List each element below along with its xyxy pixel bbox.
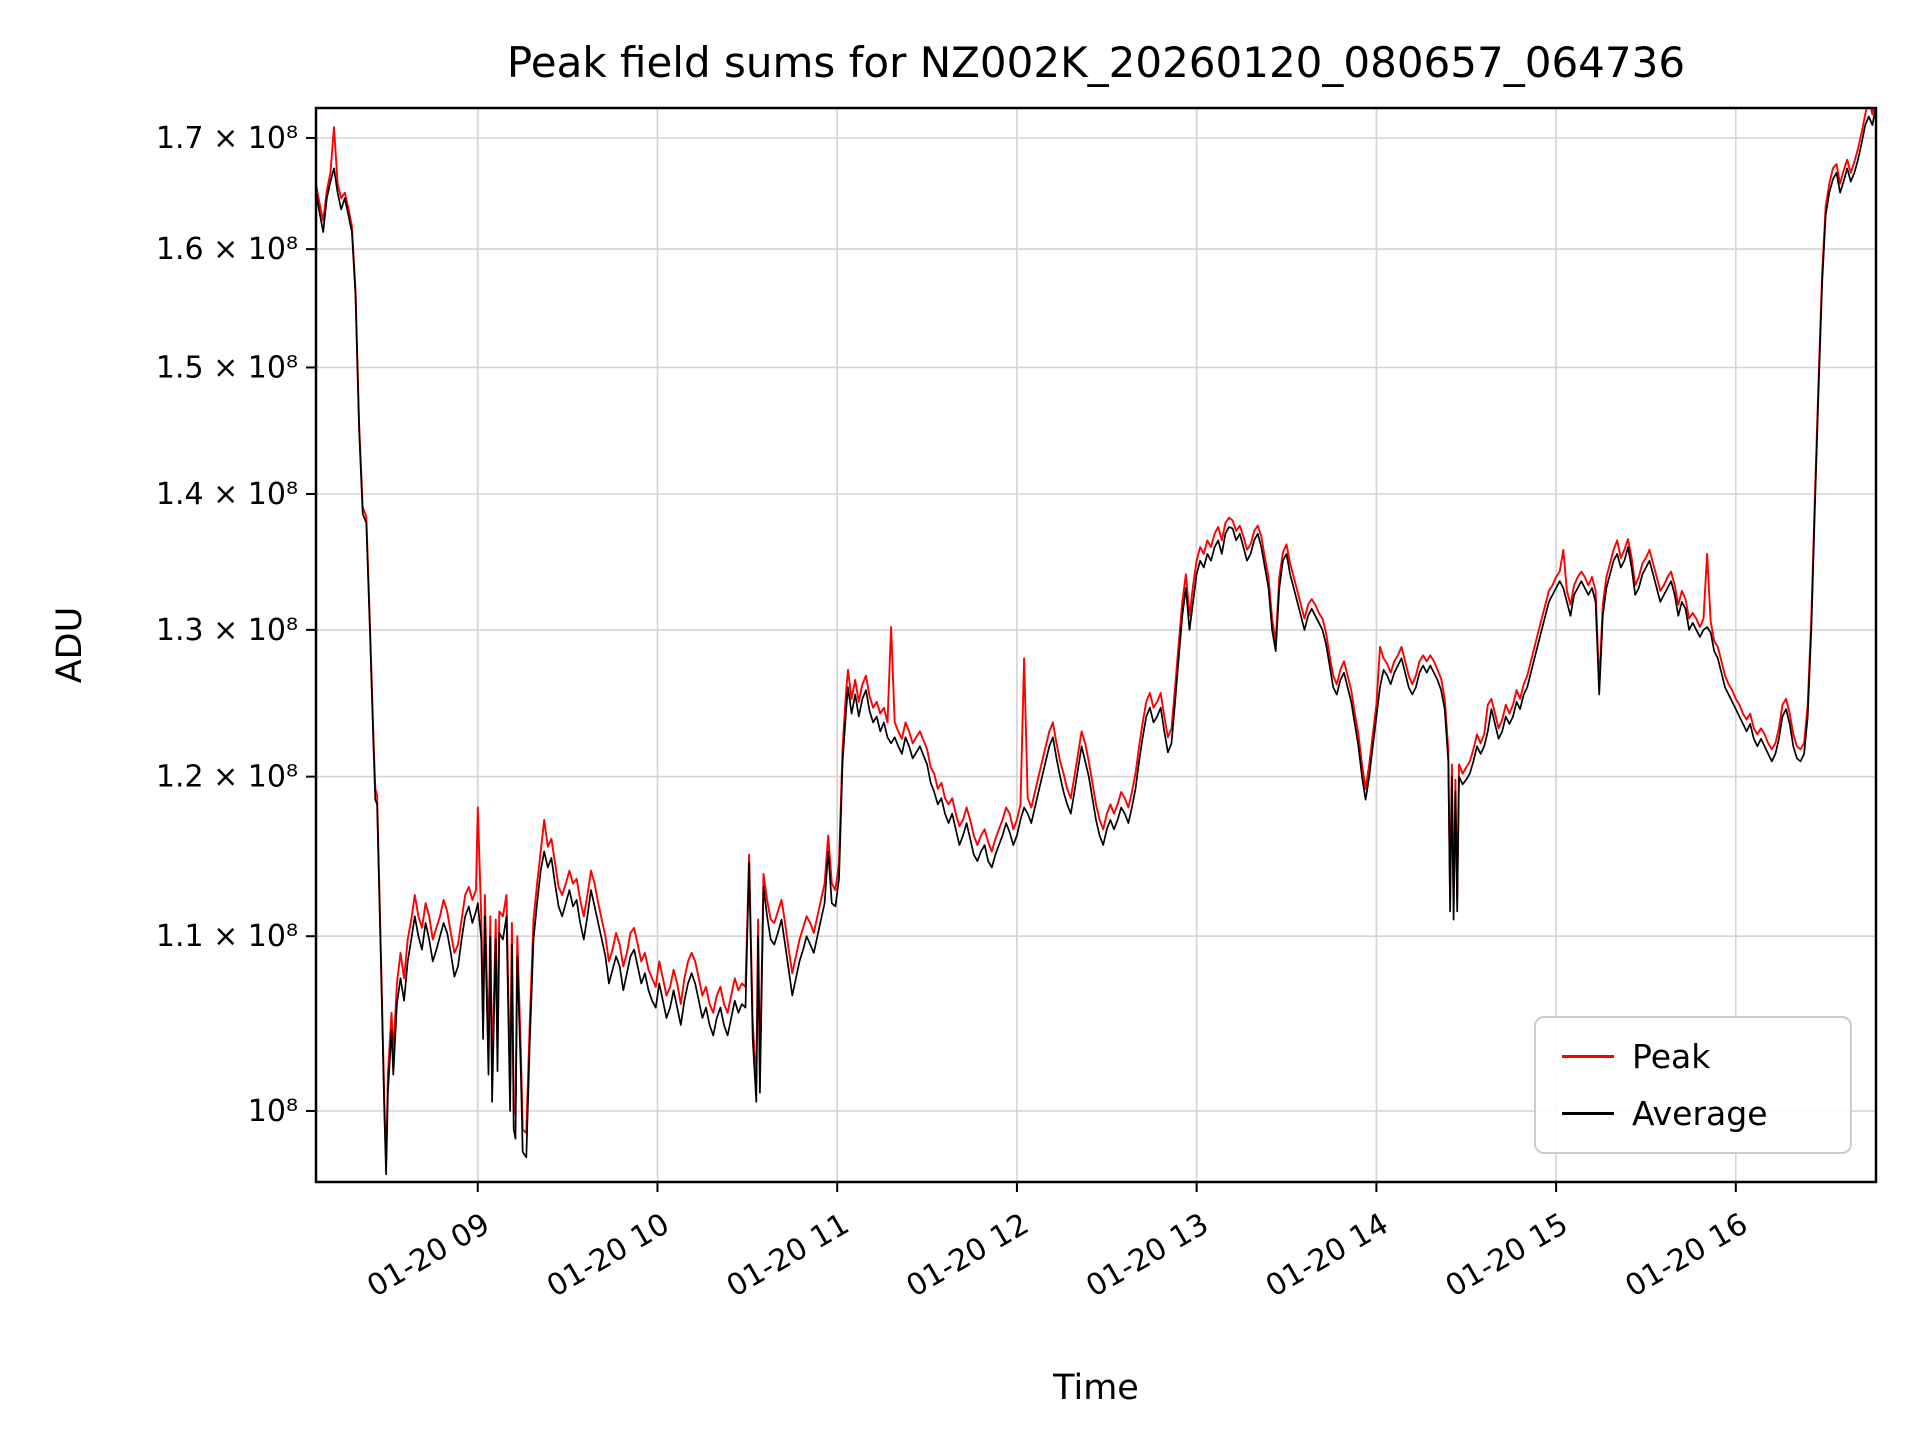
x-tick-label: 01-20 09 (361, 1207, 495, 1305)
x-tick-label: 01-20 12 (901, 1207, 1035, 1305)
x-tick-label: 01-20 10 (541, 1207, 675, 1305)
x-tick-label: 01-20 15 (1440, 1207, 1574, 1305)
peak-line-swatch (1562, 1055, 1614, 1058)
legend-item-average: Average (1536, 1085, 1850, 1142)
legend-item-peak: Peak (1536, 1028, 1850, 1085)
y-tick-label: 1.5 × 10⁸ (156, 350, 298, 385)
y-tick-label: 1.6 × 10⁸ (156, 232, 298, 267)
average-line-swatch (1562, 1112, 1614, 1115)
x-tick-label: 01-20 13 (1080, 1207, 1214, 1305)
x-tick-label: 01-20 16 (1619, 1207, 1753, 1305)
legend-label-peak: Peak (1632, 1037, 1711, 1076)
y-tick-label: 10⁸ (248, 1094, 298, 1129)
legend: Peak Average (1534, 1016, 1852, 1154)
y-axis-label: ADU (50, 606, 90, 684)
axes-border (314, 106, 1878, 1184)
y-tick-label: 1.1 × 10⁸ (156, 919, 298, 954)
average-series-line (316, 108, 1876, 1176)
x-axis-label: Time (1053, 1368, 1139, 1408)
x-tick-label: 01-20 14 (1260, 1207, 1394, 1305)
y-tick-label: 1.4 × 10⁸ (156, 477, 298, 512)
y-tick-label: 1.3 × 10⁸ (156, 613, 298, 648)
x-tick-label: 01-20 11 (721, 1207, 855, 1305)
chart-title: Peak field sums for NZ002K_20260120_0806… (506, 38, 1686, 87)
y-tick-label: 1.2 × 10⁸ (156, 760, 298, 795)
legend-label-average: Average (1632, 1094, 1768, 1133)
y-tick-label: 1.7 × 10⁸ (156, 121, 298, 156)
peak-series-line (316, 108, 1875, 1164)
